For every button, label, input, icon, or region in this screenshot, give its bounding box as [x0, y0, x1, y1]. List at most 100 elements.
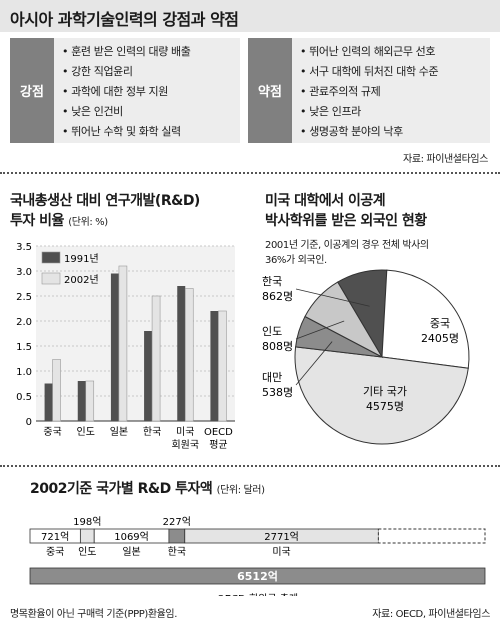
bar [85, 380, 95, 422]
segment-value-label: 1069억 [114, 531, 149, 543]
list-item: 서구 대학에 뒤처진 대학 수준 [300, 62, 438, 82]
list-item: 관료주의적 규제 [300, 82, 438, 102]
pie-slice [381, 269, 470, 369]
y-tick-label: 0 [26, 417, 32, 428]
legend-label: 1991년 [64, 253, 99, 265]
bar [151, 295, 161, 422]
investment-unit: (단위: 달러) [216, 485, 265, 496]
weaknesses-label: 약점 [248, 38, 292, 143]
list-item: 훈련 받은 인력의 대량 배출 [62, 42, 191, 62]
y-tick-label: 2.0 [16, 317, 32, 328]
bar [184, 288, 194, 422]
bar [110, 273, 119, 421]
segment-value-label: 2771억 [264, 531, 299, 543]
segment-bar [168, 528, 186, 544]
rd-ratio-title-line2: 투자 비율 (단위: %) [10, 210, 108, 230]
x-tick-label: 인도 [77, 426, 95, 438]
total-bar [29, 567, 486, 585]
phd-title: 미국 대학에서 이공계 [265, 193, 386, 209]
x-tick-label: 미국 [176, 426, 194, 438]
investment-footnote: 명목환율이 아닌 구매력 기준(PPP)환율임. [10, 609, 178, 620]
weaknesses-list: 뛰어난 인력의 해외근무 선호 서구 대학에 뒤처진 대학 수준 관료주의적 규… [300, 42, 438, 142]
pie-label-name: 한국 [262, 275, 282, 288]
strengths-box: 강점 훈련 받은 인력의 대량 배출 강한 직업윤리 과학에 대한 정부 지원 … [10, 38, 240, 143]
weaknesses-box: 약점 뛰어난 인력의 해외근무 선호 서구 대학에 뒤처진 대학 수준 관료주의… [248, 38, 490, 143]
total-value-label: 6512억 [237, 570, 278, 583]
source-text: 자료: 파이낸셜타임스 [403, 154, 488, 165]
segment-value-label: 721억 [41, 531, 69, 543]
pie-leader-line [295, 320, 345, 340]
y-tick-label: 0.5 [16, 392, 32, 403]
x-tick-label: 한국 [143, 426, 161, 438]
bar [218, 310, 227, 422]
x-tick-label: 평균 [209, 439, 227, 451]
bar [44, 383, 53, 421]
pie-label-name: 인도 [262, 325, 282, 338]
pie-label-name: 중국 [430, 317, 450, 330]
header-band [0, 0, 500, 32]
pie-label-value: 538명 [262, 386, 293, 399]
legend-swatch [41, 272, 61, 285]
pie-slice [304, 281, 384, 359]
segment-country-label: 일본 [122, 546, 140, 558]
segment-country-label: 미국 [272, 546, 290, 558]
pie-label-name: 대만 [262, 371, 282, 384]
list-item: 낮은 인프라 [300, 102, 438, 122]
x-tick-label: 회원국 [171, 439, 199, 451]
pie-label-value: 808명 [262, 340, 293, 353]
investment-source: 자료: OECD, 파이낸셜타임스 [372, 609, 490, 620]
legend-label: 2002년 [64, 274, 99, 286]
rd-ratio-title2: 투자 비율 [10, 213, 64, 229]
phd-note-2: 36%가 외국인. [265, 255, 327, 266]
divider [0, 465, 500, 467]
investment-title-row: 2002기준 국가별 R&D 투자액 (단위: 달러) [30, 478, 265, 498]
pie-label-value: 2405명 [421, 332, 459, 345]
strengths-label: 강점 [10, 38, 54, 143]
x-tick-label: 중국 [43, 426, 61, 438]
y-tick-label: 1.0 [16, 367, 32, 378]
list-item: 강한 직업윤리 [62, 62, 191, 82]
list-item: 과학에 대한 정부 지원 [62, 82, 191, 102]
segment-country-label: 한국 [168, 546, 186, 558]
bar [210, 311, 219, 421]
pie-leader-line [295, 341, 333, 386]
legend-swatch [41, 251, 61, 264]
segment-value-label: 227억 [163, 516, 191, 528]
strengths-list: 훈련 받은 인력의 대량 배출 강한 직업윤리 과학에 대한 정부 지원 낮은 … [62, 42, 191, 142]
y-tick-label: 2.5 [16, 292, 32, 303]
list-item: 낮은 인건비 [62, 102, 191, 122]
rd-ratio-title: 국내총생산 대비 연구개발(R&D) [10, 193, 200, 209]
total-name-label: OECD 회원국 총계 [217, 593, 298, 596]
investment-title: 2002기준 국가별 R&D 투자액 [30, 481, 213, 497]
bar [177, 286, 186, 421]
rd-ratio-unit: (단위: %) [68, 217, 108, 228]
list-item: 생명공학 분야의 낙후 [300, 122, 438, 142]
phd-note-1: 2001년 기준, 이공계의 경우 전체 박사의 [265, 240, 429, 251]
segment-remainder [377, 528, 486, 544]
segment-value-label: 198억 [73, 516, 101, 528]
y-tick-label: 3.5 [16, 242, 32, 253]
pie-label-name: 기타 국가 [363, 385, 407, 398]
plot-background [36, 246, 235, 421]
bar [118, 265, 128, 422]
phd-title2: 박사학위를 받은 외국인 현황 [265, 213, 427, 229]
pie-label-value: 862명 [262, 290, 293, 303]
bar [144, 331, 153, 421]
pie-leader-line [295, 288, 370, 307]
pie-label-value: 4575명 [366, 400, 404, 413]
y-tick-label: 3.0 [16, 267, 32, 278]
list-item: 뛰어난 인력의 해외근무 선호 [300, 42, 438, 62]
divider [0, 172, 500, 174]
list-item: 뛰어난 수학 및 화학 실력 [62, 122, 191, 142]
x-tick-label: 일본 [110, 426, 128, 438]
segment-country-label: 중국 [46, 546, 64, 558]
segment-bar [79, 528, 95, 544]
page-title: 아시아 과학기술인력의 강점과 약점 [10, 10, 239, 29]
bar [52, 359, 61, 422]
x-tick-label: OECD [204, 427, 233, 438]
segment-country-label: 인도 [78, 546, 96, 558]
y-tick-label: 1.5 [16, 342, 32, 353]
